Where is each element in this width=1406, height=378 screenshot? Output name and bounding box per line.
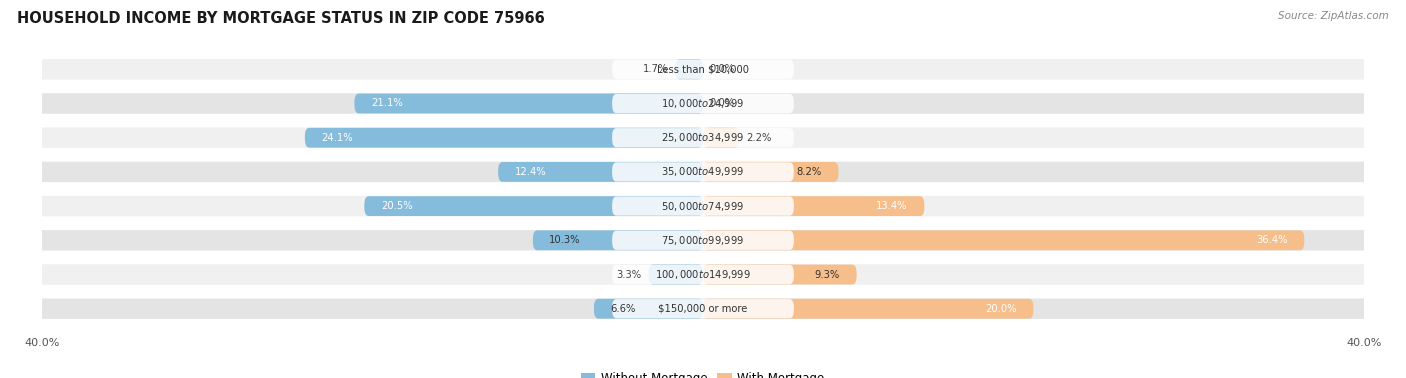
FancyBboxPatch shape	[612, 162, 794, 181]
Text: $150,000 or more: $150,000 or more	[658, 304, 748, 314]
FancyBboxPatch shape	[612, 265, 794, 284]
Text: $75,000 to $99,999: $75,000 to $99,999	[661, 234, 745, 247]
FancyBboxPatch shape	[612, 197, 794, 216]
FancyBboxPatch shape	[675, 59, 703, 79]
FancyBboxPatch shape	[612, 60, 794, 79]
Text: 13.4%: 13.4%	[876, 201, 908, 211]
Text: 6.6%: 6.6%	[610, 304, 636, 314]
Text: 21.1%: 21.1%	[371, 99, 402, 108]
Text: 0.0%: 0.0%	[710, 99, 735, 108]
FancyBboxPatch shape	[32, 126, 1374, 149]
Text: 1.7%: 1.7%	[643, 64, 668, 74]
FancyBboxPatch shape	[703, 128, 740, 148]
Text: 3.3%: 3.3%	[617, 270, 643, 279]
FancyBboxPatch shape	[612, 94, 794, 113]
FancyBboxPatch shape	[364, 196, 703, 216]
FancyBboxPatch shape	[32, 92, 1374, 115]
Text: $10,000 to $24,999: $10,000 to $24,999	[661, 97, 745, 110]
Text: 0.0%: 0.0%	[710, 64, 735, 74]
Text: 8.2%: 8.2%	[797, 167, 823, 177]
FancyBboxPatch shape	[32, 161, 1374, 183]
FancyBboxPatch shape	[32, 195, 1374, 217]
Text: 9.3%: 9.3%	[815, 270, 841, 279]
Text: Source: ZipAtlas.com: Source: ZipAtlas.com	[1278, 11, 1389, 21]
Text: $25,000 to $34,999: $25,000 to $34,999	[661, 131, 745, 144]
Legend: Without Mortgage, With Mortgage: Without Mortgage, With Mortgage	[576, 367, 830, 378]
FancyBboxPatch shape	[612, 128, 794, 147]
FancyBboxPatch shape	[354, 94, 703, 113]
FancyBboxPatch shape	[703, 162, 838, 182]
FancyBboxPatch shape	[533, 230, 703, 250]
FancyBboxPatch shape	[703, 230, 1305, 250]
Text: 36.4%: 36.4%	[1257, 235, 1288, 245]
Text: 20.5%: 20.5%	[381, 201, 412, 211]
FancyBboxPatch shape	[32, 58, 1374, 81]
Text: 20.0%: 20.0%	[986, 304, 1017, 314]
FancyBboxPatch shape	[703, 196, 924, 216]
Text: 10.3%: 10.3%	[550, 235, 581, 245]
Text: Less than $10,000: Less than $10,000	[657, 64, 749, 74]
Text: $50,000 to $74,999: $50,000 to $74,999	[661, 200, 745, 212]
Text: 24.1%: 24.1%	[322, 133, 353, 143]
FancyBboxPatch shape	[648, 265, 703, 284]
FancyBboxPatch shape	[498, 162, 703, 182]
Text: 12.4%: 12.4%	[515, 167, 547, 177]
FancyBboxPatch shape	[612, 231, 794, 250]
FancyBboxPatch shape	[703, 299, 1033, 319]
Text: 2.2%: 2.2%	[747, 133, 772, 143]
Text: $100,000 to $149,999: $100,000 to $149,999	[655, 268, 751, 281]
Text: HOUSEHOLD INCOME BY MORTGAGE STATUS IN ZIP CODE 75966: HOUSEHOLD INCOME BY MORTGAGE STATUS IN Z…	[17, 11, 544, 26]
FancyBboxPatch shape	[612, 299, 794, 318]
FancyBboxPatch shape	[593, 299, 703, 319]
FancyBboxPatch shape	[305, 128, 703, 148]
FancyBboxPatch shape	[703, 265, 856, 284]
FancyBboxPatch shape	[32, 229, 1374, 252]
FancyBboxPatch shape	[32, 263, 1374, 286]
Text: $35,000 to $49,999: $35,000 to $49,999	[661, 166, 745, 178]
FancyBboxPatch shape	[32, 297, 1374, 320]
